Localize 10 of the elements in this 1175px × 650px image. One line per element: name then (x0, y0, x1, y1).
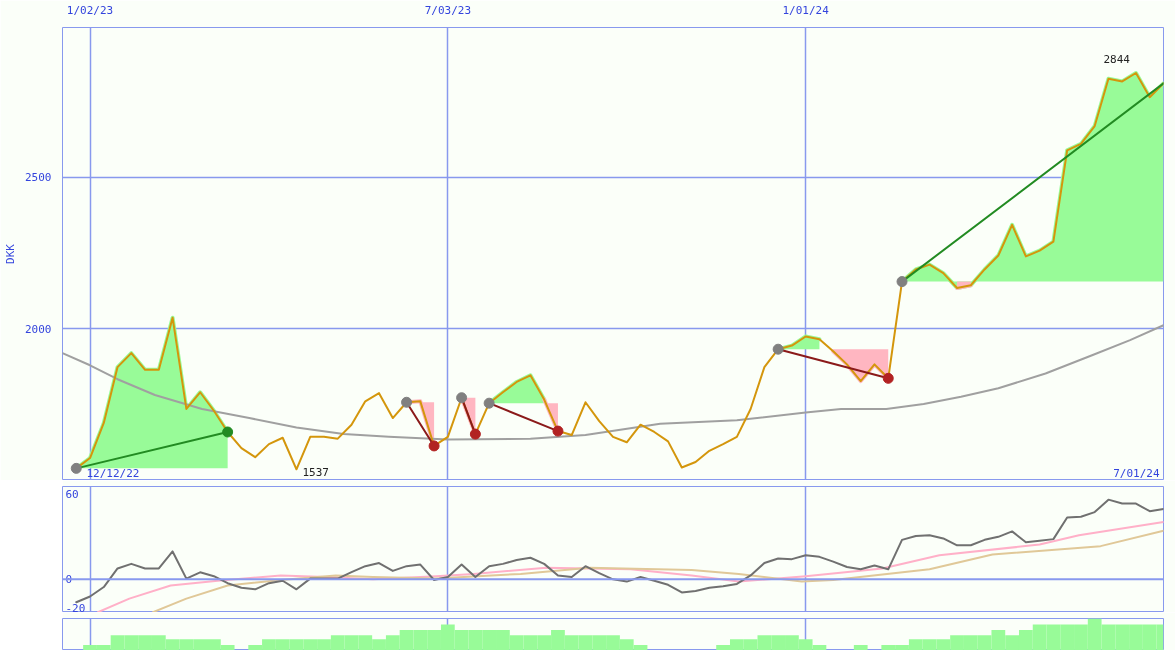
annotation: 7/01/24 (1113, 466, 1160, 480)
x-tick-label: 1/02/23 (66, 3, 114, 17)
annotation: 2844 (1103, 52, 1131, 66)
y-tick-label: 2000 (25, 322, 52, 336)
x-tick-label: 7/03/23 (424, 3, 472, 17)
y-tick-label: 60 (65, 487, 79, 501)
y-tick-label: 2500 (25, 171, 52, 185)
y-axis-title: DKK (4, 243, 18, 264)
annotation: 1537 (302, 466, 329, 480)
x-tick-label: 1/01/24 (782, 3, 830, 17)
